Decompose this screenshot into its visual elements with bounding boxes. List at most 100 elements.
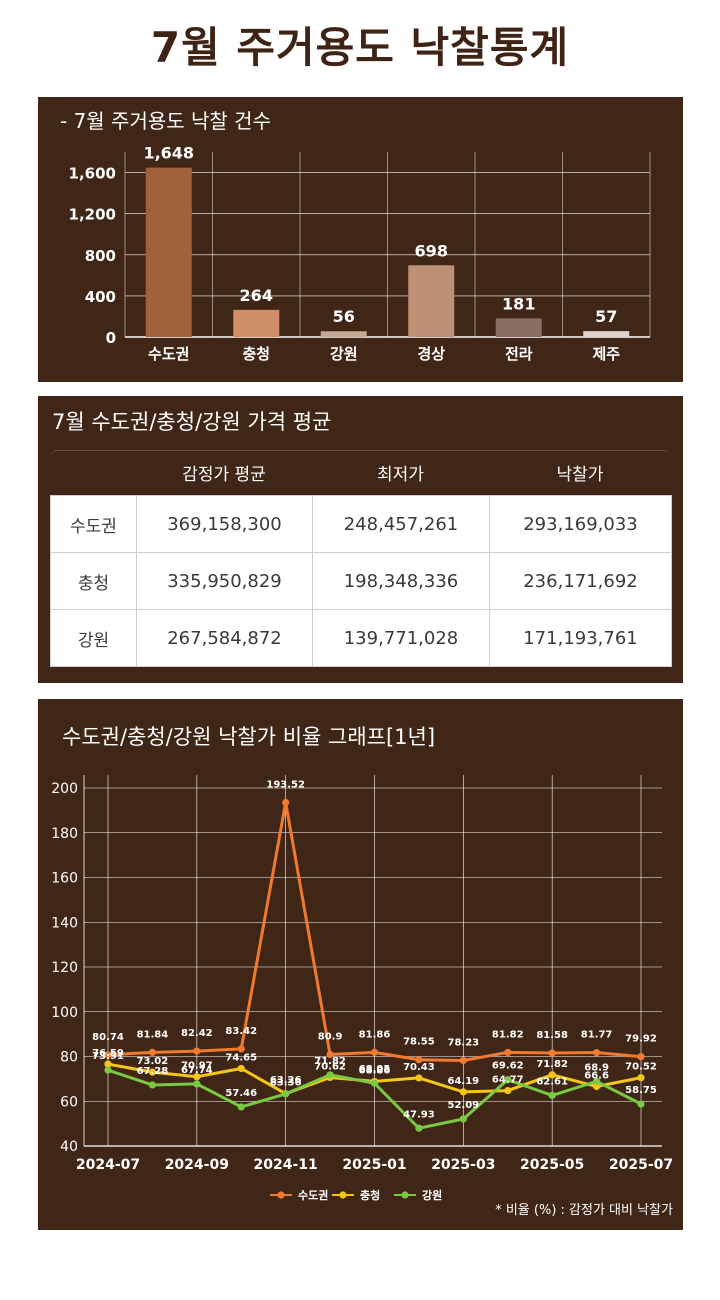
bar-value-label: 1,648	[143, 144, 194, 163]
bar-5	[495, 318, 542, 337]
legend-marker	[401, 1191, 409, 1199]
line-ytick-label: 180	[51, 826, 78, 842]
table-cell: 198,348,336	[312, 552, 490, 610]
series-point	[148, 1068, 157, 1076]
bar-ytick-label: 800	[85, 247, 116, 265]
data-label: 68.05	[359, 1064, 391, 1075]
data-label: 64.77	[492, 1075, 524, 1086]
line-xtick-label: 2025-05	[520, 1157, 584, 1173]
data-label: 64.19	[448, 1076, 480, 1087]
series-point	[326, 1071, 334, 1079]
bar-3	[320, 331, 367, 337]
line-xtick-label: 2025-03	[431, 1157, 495, 1173]
series-point	[237, 1103, 245, 1111]
series-point	[592, 1082, 601, 1091]
legend-marker	[339, 1191, 347, 1199]
series-point	[237, 1064, 245, 1073]
bar-xtick-label: 충청	[242, 345, 270, 363]
bar-chart-title: - 7월 주거용도 낙찰 건수	[60, 109, 271, 133]
series-point	[104, 1060, 112, 1068]
series-point	[326, 1050, 334, 1059]
price-table-panel: 7월 수도권/충청/강원 가격 평균 감정가 평균 최저가 낙찰가 수도권 36…	[38, 396, 683, 683]
series-point	[637, 1100, 645, 1108]
bar-2	[233, 309, 280, 337]
legend-label: 수도권	[298, 1189, 328, 1202]
bar-xtick-label: 경상	[417, 345, 445, 363]
line-ytick-label: 200	[51, 781, 78, 797]
data-label: 68.9	[584, 1062, 609, 1073]
data-label: 81.84	[137, 1029, 169, 1040]
page-title: 7월 주거용도 낙찰통계	[150, 23, 570, 72]
data-label: 76.59	[92, 1048, 124, 1059]
line-xtick-label: 2024-09	[165, 1157, 229, 1173]
data-label: 68.86	[359, 1065, 391, 1076]
table-cell: 139,771,028	[312, 609, 490, 667]
data-label: 81.58	[536, 1030, 568, 1041]
series-point	[370, 1079, 379, 1087]
table-cell: 236,171,692	[489, 552, 672, 610]
series-point	[548, 1091, 556, 1100]
line-ytick-label: 60	[60, 1094, 78, 1110]
header-appraisal-avg: 감정가 평균	[182, 465, 266, 485]
series-point	[548, 1071, 556, 1079]
data-label: 57.46	[225, 1088, 257, 1099]
legend-label: 강원	[422, 1188, 442, 1202]
row-label: 수도권	[50, 495, 137, 553]
data-label: 80.9	[318, 1031, 343, 1042]
data-label: 47.93	[403, 1109, 435, 1120]
series-point	[148, 1081, 157, 1089]
data-label: 82.42	[181, 1028, 213, 1039]
row-label: 강원	[50, 609, 137, 667]
data-label: 193.52	[266, 779, 305, 790]
bar-6	[583, 331, 630, 337]
data-label: 63.26	[270, 1075, 302, 1086]
series-point	[459, 1056, 467, 1065]
row-label: 충청	[50, 552, 137, 610]
series-point	[370, 1048, 379, 1056]
line-ytick-label: 80	[60, 1050, 78, 1066]
series-point	[193, 1080, 201, 1088]
data-label: 79.92	[625, 1034, 657, 1045]
bar-xtick-label: 수도권	[148, 345, 189, 363]
table-cell: 248,457,261	[312, 495, 490, 553]
data-label: 71.82	[536, 1059, 568, 1070]
bar-chart: 0 400 800 1,200 1,600 1,648 수도권 264 충청 56 강원 698 경상 1…	[69, 144, 651, 363]
series-point	[148, 1048, 157, 1056]
data-label: 73.91	[92, 1051, 124, 1062]
bar-value-label: 181	[502, 294, 535, 313]
table-cell: 267,584,872	[136, 609, 313, 667]
line-xtick-label: 2024-07	[76, 1157, 140, 1173]
data-label: 81.77	[581, 1030, 613, 1041]
data-label: 80.74	[92, 1032, 124, 1043]
series-point	[592, 1048, 601, 1057]
bar-value-label: 57	[595, 307, 617, 326]
legend-marker	[277, 1191, 285, 1199]
data-label: 81.86	[359, 1029, 391, 1040]
line-ytick-label: 40	[60, 1139, 78, 1155]
bar-xtick-label: 강원	[330, 345, 358, 363]
data-label: 58.75	[625, 1085, 657, 1096]
ratio-note: * 비율 (%) : 감정가 대비 낙찰가	[495, 1203, 673, 1218]
bar-xtick-label: 전라	[505, 345, 533, 363]
line-xtick-label: 2025-07	[609, 1157, 673, 1173]
series-point	[637, 1074, 645, 1082]
series-point	[504, 1076, 512, 1084]
series-point	[193, 1073, 201, 1081]
price-table-body: 수도권 369,158,300 248,457,261 293,169,033 …	[50, 495, 672, 667]
data-label: 66.6	[584, 1070, 609, 1081]
line-chart-title: 수도권/충청/강원 낙찰가 비율 그래프[1년]	[62, 725, 436, 749]
data-label: 81.82	[492, 1029, 524, 1040]
series-point	[459, 1088, 467, 1096]
data-label: 52.09	[448, 1100, 480, 1111]
series-point	[193, 1047, 201, 1055]
table-row: 강원 267,584,872 139,771,028 171,193,761	[50, 609, 672, 667]
series-point	[504, 1086, 512, 1095]
line-xtick-label: 2024-11	[254, 1157, 318, 1173]
table-cell: 335,950,829	[136, 552, 313, 610]
series-point	[592, 1077, 601, 1085]
line-xtick-label: 2025-01	[342, 1157, 406, 1173]
data-label: 73.02	[137, 1056, 169, 1067]
data-label: 70.52	[625, 1062, 657, 1073]
bar-chart-panel: - 7월 주거용도 낙찰 건수 0 400 800 1,200 1,600 1,648 수도…	[38, 97, 683, 382]
line-chart-panel: 수도권/충청/강원 낙찰가 비율 그래프[1년] 40 60 80 100 120 140…	[38, 699, 683, 1230]
